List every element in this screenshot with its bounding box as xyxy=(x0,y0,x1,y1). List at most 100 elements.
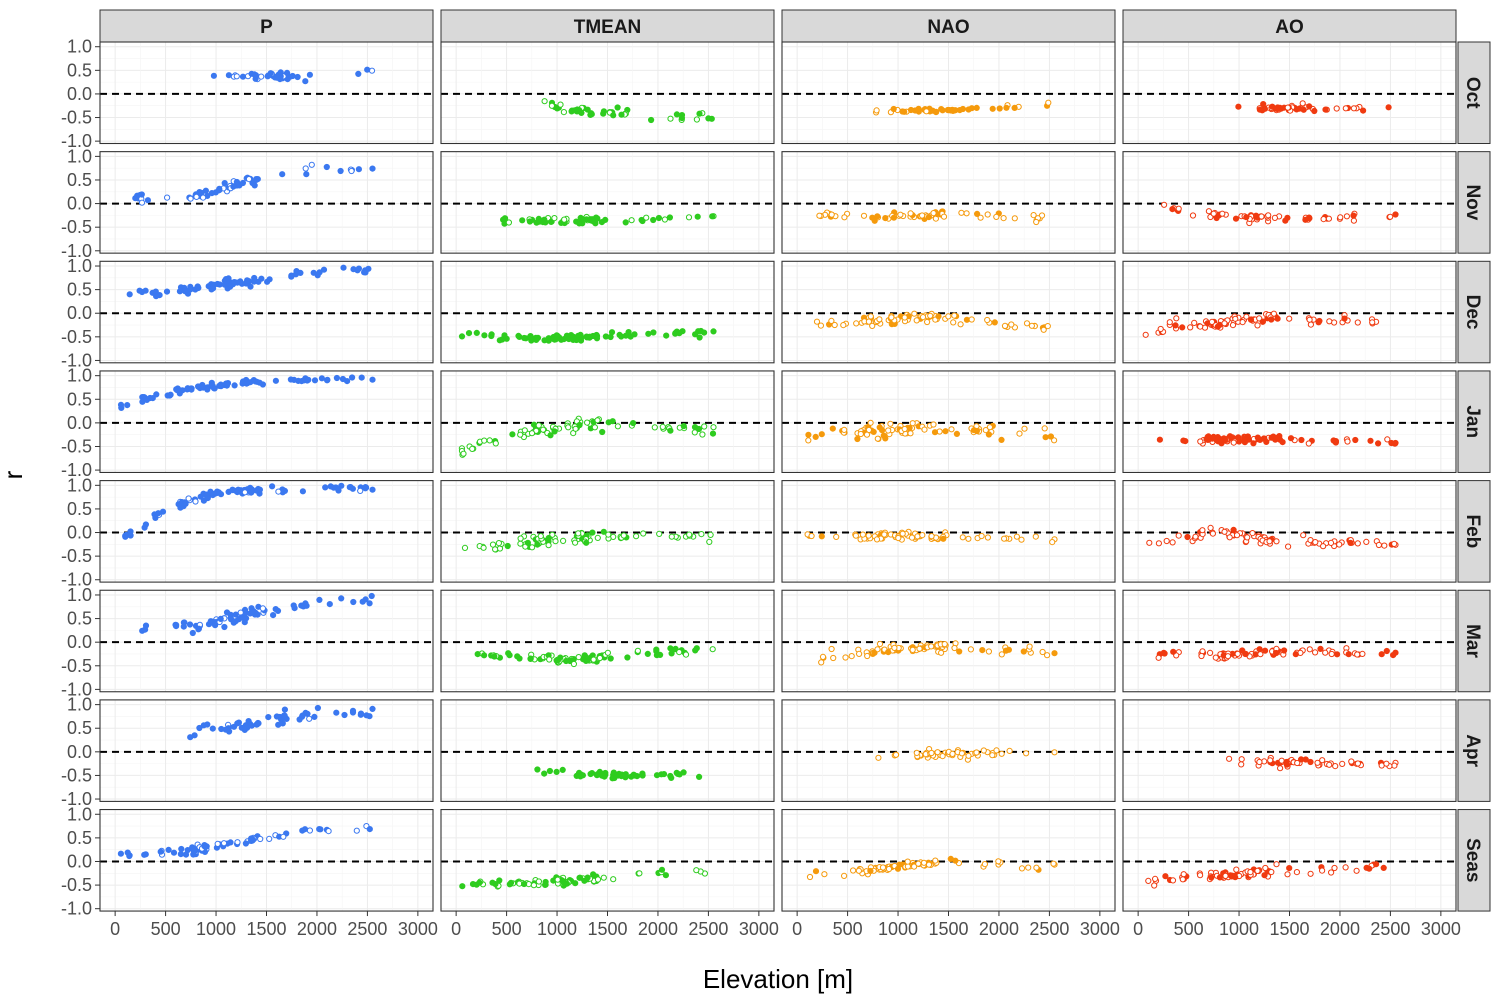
data-point xyxy=(335,487,342,494)
data-point xyxy=(907,210,914,217)
data-point xyxy=(324,377,331,384)
data-point xyxy=(930,421,937,428)
data-point xyxy=(557,101,564,108)
data-point xyxy=(944,106,951,114)
data-point xyxy=(572,880,579,887)
data-point xyxy=(853,320,860,327)
data-point xyxy=(1243,313,1250,320)
data-point xyxy=(474,651,481,658)
data-point xyxy=(583,216,590,223)
data-point xyxy=(859,531,867,538)
data-point xyxy=(1050,860,1057,867)
data-point xyxy=(1191,319,1198,326)
data-point xyxy=(950,319,957,326)
data-point xyxy=(658,866,666,873)
data-point xyxy=(864,652,871,660)
data-point xyxy=(998,436,1005,443)
data-point xyxy=(979,647,986,654)
data-point xyxy=(1192,533,1199,540)
data-point xyxy=(710,424,717,431)
data-point xyxy=(661,216,669,223)
data-point xyxy=(280,833,287,840)
data-point xyxy=(500,216,507,223)
data-point xyxy=(1173,315,1180,322)
y-tick-label: 0.0 xyxy=(67,851,92,871)
y-tick-label: 0.5 xyxy=(67,389,92,409)
data-point xyxy=(576,220,583,227)
data-point xyxy=(248,486,255,493)
data-point xyxy=(1332,438,1339,445)
data-point xyxy=(938,649,945,656)
facet-strip-feb xyxy=(1457,480,1491,583)
data-point xyxy=(184,385,191,392)
data-point xyxy=(563,657,570,665)
data-point xyxy=(552,538,559,545)
data-point xyxy=(546,767,554,775)
data-point xyxy=(1040,326,1047,333)
data-point xyxy=(1224,653,1232,660)
data-point xyxy=(885,427,892,434)
data-point xyxy=(639,217,646,225)
data-point xyxy=(349,374,356,381)
data-point xyxy=(325,828,332,835)
data-point xyxy=(928,643,935,650)
data-point xyxy=(540,426,547,433)
data-point xyxy=(1244,534,1251,541)
data-point xyxy=(265,72,272,79)
data-point xyxy=(303,602,310,609)
data-point xyxy=(338,595,345,602)
data-point xyxy=(182,288,189,295)
data-point xyxy=(256,379,263,386)
data-point xyxy=(473,329,480,336)
data-point xyxy=(1354,651,1361,658)
data-point xyxy=(1320,543,1327,550)
data-point xyxy=(348,167,355,175)
data-point xyxy=(1350,212,1357,219)
data-point xyxy=(481,437,488,444)
data-point xyxy=(273,713,280,720)
facet-strip-dec xyxy=(1457,260,1491,364)
data-point xyxy=(514,653,521,660)
data-point xyxy=(1300,106,1307,113)
facet-strip-p xyxy=(99,9,434,43)
panel-border xyxy=(440,370,775,474)
data-point xyxy=(230,183,237,190)
facet-strip-oct xyxy=(1457,41,1491,144)
data-point xyxy=(938,106,945,113)
data-point xyxy=(1155,654,1162,661)
data-point xyxy=(925,861,933,868)
data-point xyxy=(880,432,887,439)
data-point xyxy=(221,623,228,631)
data-point xyxy=(193,193,200,200)
data-point xyxy=(1319,867,1326,874)
data-point xyxy=(655,214,663,222)
data-point xyxy=(304,377,311,384)
data-point xyxy=(294,73,301,81)
x-tick-label: 1000 xyxy=(537,919,577,939)
data-point xyxy=(659,423,666,430)
data-point xyxy=(828,317,835,324)
data-point xyxy=(248,722,255,729)
data-point xyxy=(645,330,652,337)
data-point xyxy=(1261,872,1268,879)
data-point xyxy=(1254,322,1261,329)
data-point xyxy=(942,428,949,435)
data-point xyxy=(210,72,217,79)
y-tick-label: 0.5 xyxy=(67,170,92,190)
y-tick-label: 0.0 xyxy=(67,303,92,323)
data-point xyxy=(481,332,488,339)
data-point xyxy=(1235,434,1242,441)
data-point xyxy=(1268,868,1275,876)
data-point xyxy=(986,424,994,431)
data-point xyxy=(1013,533,1021,540)
data-point xyxy=(1169,877,1177,884)
data-point xyxy=(257,835,264,843)
data-point xyxy=(181,619,188,626)
y-tick-label: 0.5 xyxy=(67,280,92,300)
data-point xyxy=(341,711,348,719)
data-point xyxy=(165,846,172,854)
data-point xyxy=(945,313,952,320)
data-point xyxy=(710,328,717,335)
data-point xyxy=(1238,761,1245,768)
x-tick-label: 500 xyxy=(151,919,181,939)
